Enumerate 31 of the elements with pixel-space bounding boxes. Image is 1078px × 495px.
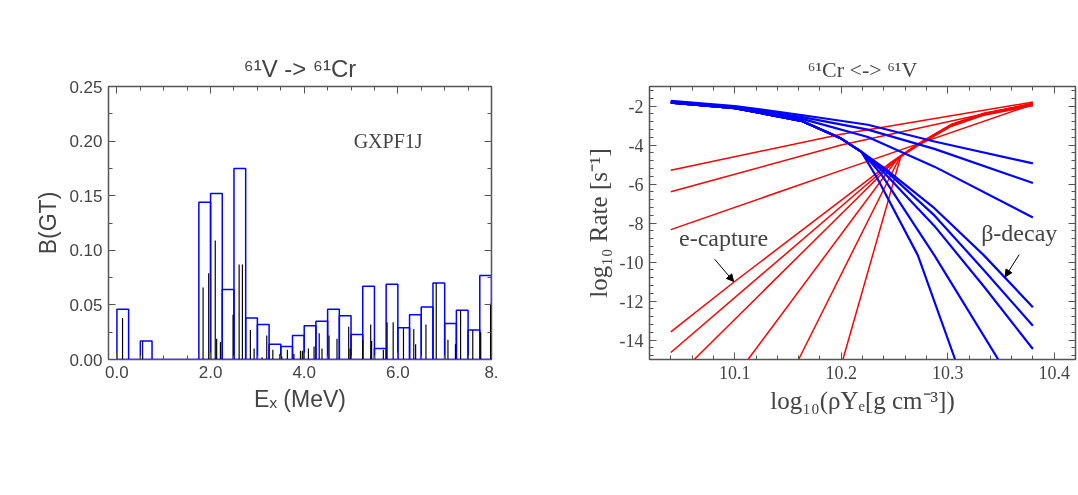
y-tick-label: -8 bbox=[628, 213, 644, 234]
y-tick-label: 0.05 bbox=[69, 295, 103, 315]
y-tick-label: 0.15 bbox=[69, 186, 103, 206]
x-tick-label: 10.2 bbox=[825, 362, 857, 383]
y-tick-label: -14 bbox=[619, 330, 644, 351]
x-tick-label: 10.4 bbox=[1038, 362, 1070, 383]
x-axis-title: Eₓ (MeV) bbox=[254, 385, 346, 412]
annotation: e-capture bbox=[679, 224, 769, 251]
x-tick-label: 10.3 bbox=[931, 362, 964, 383]
chart-title: ⁶¹V -> ⁶¹Cr bbox=[243, 54, 357, 82]
y-tick-label: -10 bbox=[619, 252, 644, 273]
chart-title: ⁶¹Cr <-> ⁶¹V bbox=[807, 56, 918, 82]
x-tick-label: 2.0 bbox=[198, 362, 223, 382]
y-tick-label: -4 bbox=[628, 135, 644, 156]
annotation: β-decay bbox=[981, 219, 1058, 246]
x-tick-label: 0.0 bbox=[105, 362, 129, 382]
y-tick-label: 0.10 bbox=[69, 241, 103, 261]
y-axis-title: log₁₀ Rate [s⁻¹] bbox=[584, 148, 612, 298]
y-tick-label: 0.20 bbox=[69, 132, 103, 152]
x-tick-label: 4.0 bbox=[292, 362, 317, 382]
x-tick-label: 8. bbox=[484, 362, 499, 382]
y-tick-label: -6 bbox=[628, 174, 644, 195]
x-axis-title: log₁₀(ρYₑ[g cm⁻³]) bbox=[770, 386, 955, 415]
y-tick-label: 0.25 bbox=[69, 77, 103, 97]
x-tick-label: 6.0 bbox=[386, 362, 410, 382]
y-tick-label: -12 bbox=[619, 291, 644, 312]
y-tick-label: 0.00 bbox=[69, 350, 103, 370]
y-axis-title: B(GT) bbox=[35, 191, 62, 255]
y-tick-label: -2 bbox=[628, 96, 644, 117]
annotation: GXPF1J bbox=[353, 130, 423, 153]
x-tick-label: 10.1 bbox=[718, 362, 751, 383]
